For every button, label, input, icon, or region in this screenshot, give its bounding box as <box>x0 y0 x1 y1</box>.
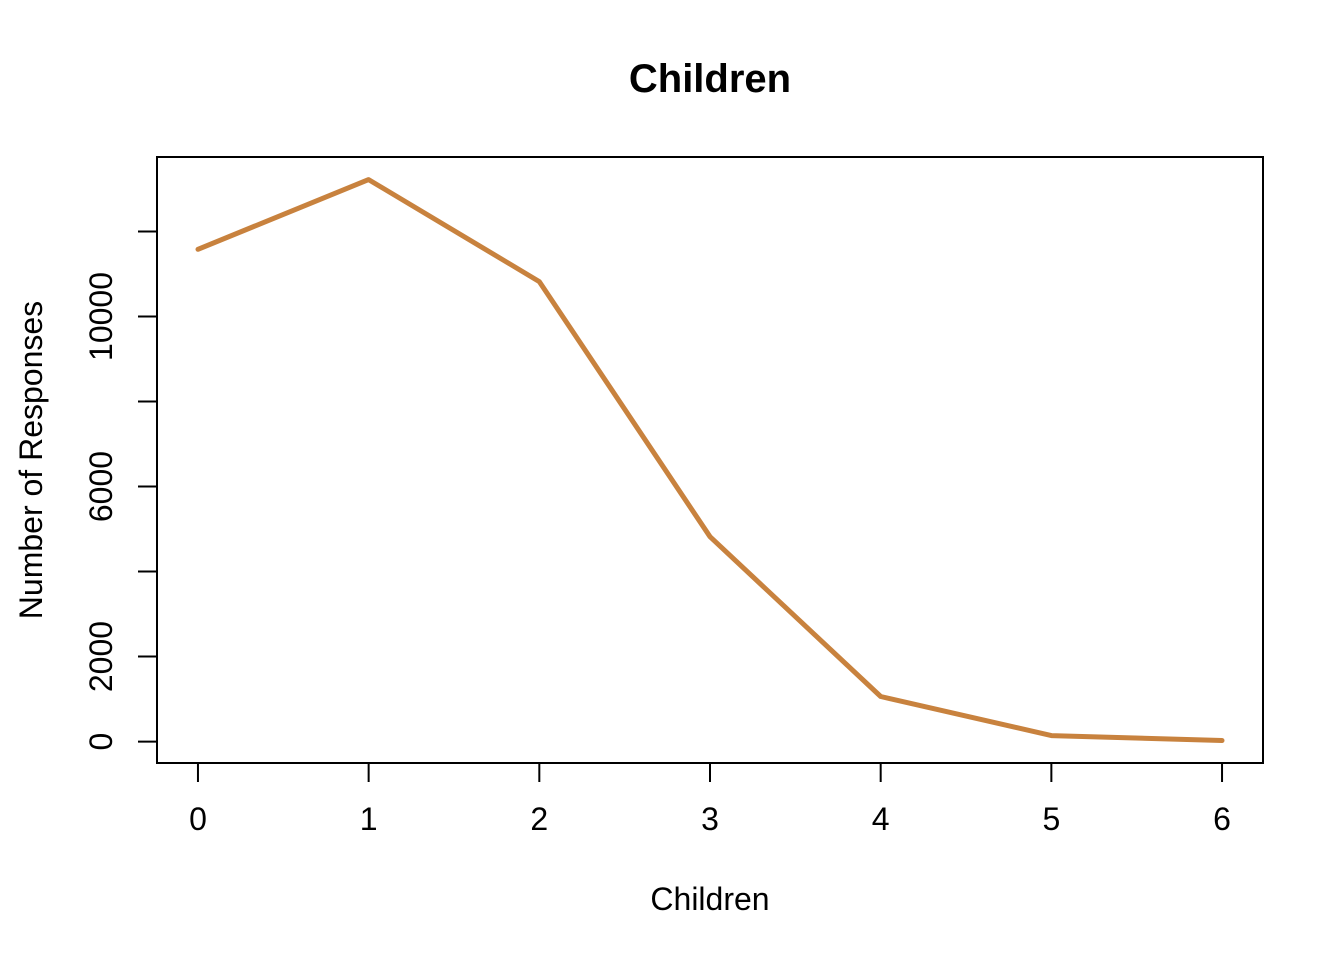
axes-layer: 0 1 2 3 4 5 6 0 2000 6000 10000 <box>83 156 1264 837</box>
x-axis-tick-label: 5 <box>1042 801 1060 837</box>
data-series-line <box>195 177 1225 743</box>
x-axis-tick-label: 6 <box>1213 801 1231 837</box>
x-axis-tick-label: 4 <box>872 801 890 837</box>
plot-box <box>156 156 1264 764</box>
y-axis-tick-label: 2000 <box>83 621 119 692</box>
y-axis-tick-label: 0 <box>83 733 119 751</box>
x-axis-title: Children <box>650 881 769 917</box>
y-axis-title: Number of Responses <box>13 301 49 619</box>
y-axis-tick-label: 10000 <box>83 272 119 361</box>
x-axis-tick-label: 3 <box>701 801 719 837</box>
x-axis-tick-label: 0 <box>189 801 207 837</box>
y-axis-tick-label: 6000 <box>83 451 119 522</box>
x-axis-tick-label: 1 <box>360 801 378 837</box>
x-axis-tick-label: 2 <box>530 801 548 837</box>
chart-title: Children <box>629 57 791 101</box>
